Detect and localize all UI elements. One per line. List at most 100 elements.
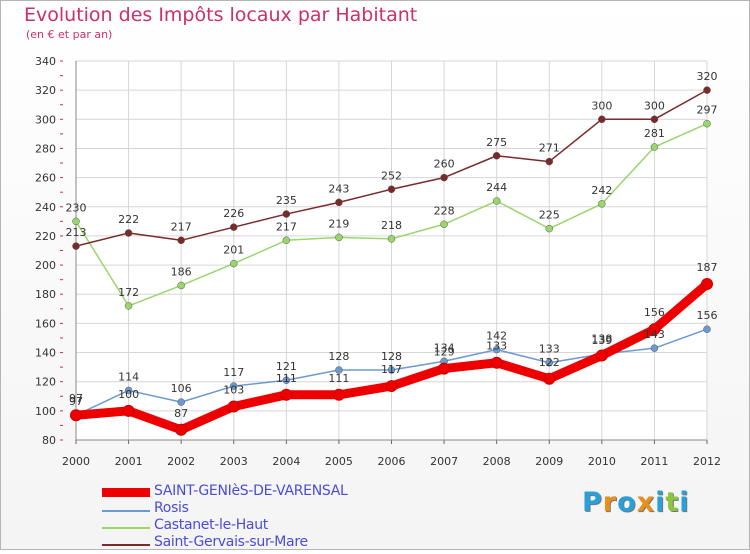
y-tick-label: 240 xyxy=(35,201,56,214)
data-point xyxy=(545,157,553,166)
data-label: 133 xyxy=(486,340,507,353)
data-point xyxy=(650,143,659,151)
data-label: 275 xyxy=(486,136,507,149)
data-point xyxy=(230,382,238,390)
data-point xyxy=(177,398,185,406)
data-label: 217 xyxy=(171,220,192,233)
data-label: 156 xyxy=(697,309,718,322)
y-tick-label: 140 xyxy=(35,347,56,360)
x-tick-label: 2011 xyxy=(640,455,668,468)
data-point xyxy=(72,242,80,250)
y-tick-label: 120 xyxy=(35,376,56,389)
data-label: 235 xyxy=(276,194,297,207)
data-label: 117 xyxy=(223,366,244,379)
y-tick-label: 180 xyxy=(35,288,56,301)
data-label: 106 xyxy=(171,382,192,395)
data-point xyxy=(124,302,133,310)
data-label: 156 xyxy=(644,306,665,319)
proxiti-logo: Proxiti xyxy=(582,487,690,518)
data-label: 260 xyxy=(434,158,455,171)
x-tick-label: 2010 xyxy=(588,455,616,468)
data-point xyxy=(177,236,185,245)
legend-swatch xyxy=(102,510,150,512)
legend-swatch xyxy=(102,488,150,497)
data-point xyxy=(230,259,238,268)
data-label: 103 xyxy=(223,383,244,396)
data-point xyxy=(280,388,293,401)
data-point xyxy=(72,217,80,226)
data-point xyxy=(648,323,661,336)
data-point xyxy=(492,152,501,160)
y-tick-label: 100 xyxy=(35,405,56,418)
data-point xyxy=(703,86,711,94)
data-label: 281 xyxy=(644,127,665,140)
data-point xyxy=(598,115,606,124)
data-point xyxy=(650,344,659,352)
data-label: 129 xyxy=(434,346,455,359)
data-label: 97 xyxy=(69,392,83,405)
data-point xyxy=(385,380,398,393)
data-point xyxy=(332,388,345,401)
data-label: 100 xyxy=(118,388,139,401)
data-point xyxy=(595,349,608,362)
data-label: 122 xyxy=(539,356,560,369)
data-point xyxy=(703,325,711,333)
data-label: 187 xyxy=(697,261,718,274)
x-tick-label: 2006 xyxy=(378,455,406,468)
data-label: 242 xyxy=(591,184,612,197)
data-label: 114 xyxy=(118,370,139,383)
x-tick-label: 2002 xyxy=(167,455,195,468)
data-point xyxy=(282,376,291,384)
data-point xyxy=(440,220,448,229)
data-label: 121 xyxy=(276,360,297,373)
data-point xyxy=(335,233,343,242)
data-point xyxy=(492,345,501,354)
data-point xyxy=(335,198,343,207)
data-point xyxy=(701,278,713,291)
x-tick-label: 2007 xyxy=(430,455,458,468)
data-point xyxy=(440,173,448,182)
data-label: 128 xyxy=(381,350,402,363)
data-label: 97 xyxy=(69,395,83,408)
data-point xyxy=(122,404,135,417)
y-tick-label: 80 xyxy=(42,434,56,447)
data-label: 252 xyxy=(381,169,402,182)
data-point xyxy=(387,366,396,374)
data-label: 222 xyxy=(118,213,139,226)
data-label: 117 xyxy=(381,363,402,376)
logo-letter: r xyxy=(602,487,618,518)
legend-label: Rosis xyxy=(154,500,189,516)
data-point xyxy=(387,235,396,243)
y-tick-label: 340 xyxy=(35,55,56,68)
logo-letter: t xyxy=(665,487,680,518)
data-label: 226 xyxy=(223,207,244,220)
data-label: 217 xyxy=(276,220,297,233)
data-point xyxy=(387,185,396,194)
data-label: 201 xyxy=(223,244,244,257)
data-label: 225 xyxy=(539,209,560,222)
x-tick-label: 2012 xyxy=(693,455,721,468)
data-label: 213 xyxy=(66,226,87,239)
data-point xyxy=(650,115,659,124)
legend-label: SAINT-GENIèS-DE-VARENSAL xyxy=(154,483,348,499)
data-label: 172 xyxy=(118,286,139,299)
y-tick-label: 280 xyxy=(35,142,56,155)
data-label: 297 xyxy=(697,104,718,117)
data-point xyxy=(175,423,188,436)
data-point xyxy=(703,119,711,128)
x-tick-label: 2008 xyxy=(483,455,511,468)
legend-label: Saint-Gervais-sur-Mare xyxy=(154,534,308,550)
data-point xyxy=(70,409,82,422)
logo-letter: o xyxy=(617,487,637,518)
x-tick-label: 2009 xyxy=(535,455,563,468)
logo-letter: P xyxy=(582,487,603,518)
data-label: 218 xyxy=(381,219,402,232)
x-tick-label: 2001 xyxy=(115,455,143,468)
logo-letter: i xyxy=(679,487,690,518)
y-tick-label: 260 xyxy=(35,172,56,185)
data-label: 134 xyxy=(434,341,455,354)
x-tick-label: 2000 xyxy=(62,455,90,468)
y-tick-label: 200 xyxy=(35,259,56,272)
chart-subtitle: (en € et par an) xyxy=(26,28,113,41)
